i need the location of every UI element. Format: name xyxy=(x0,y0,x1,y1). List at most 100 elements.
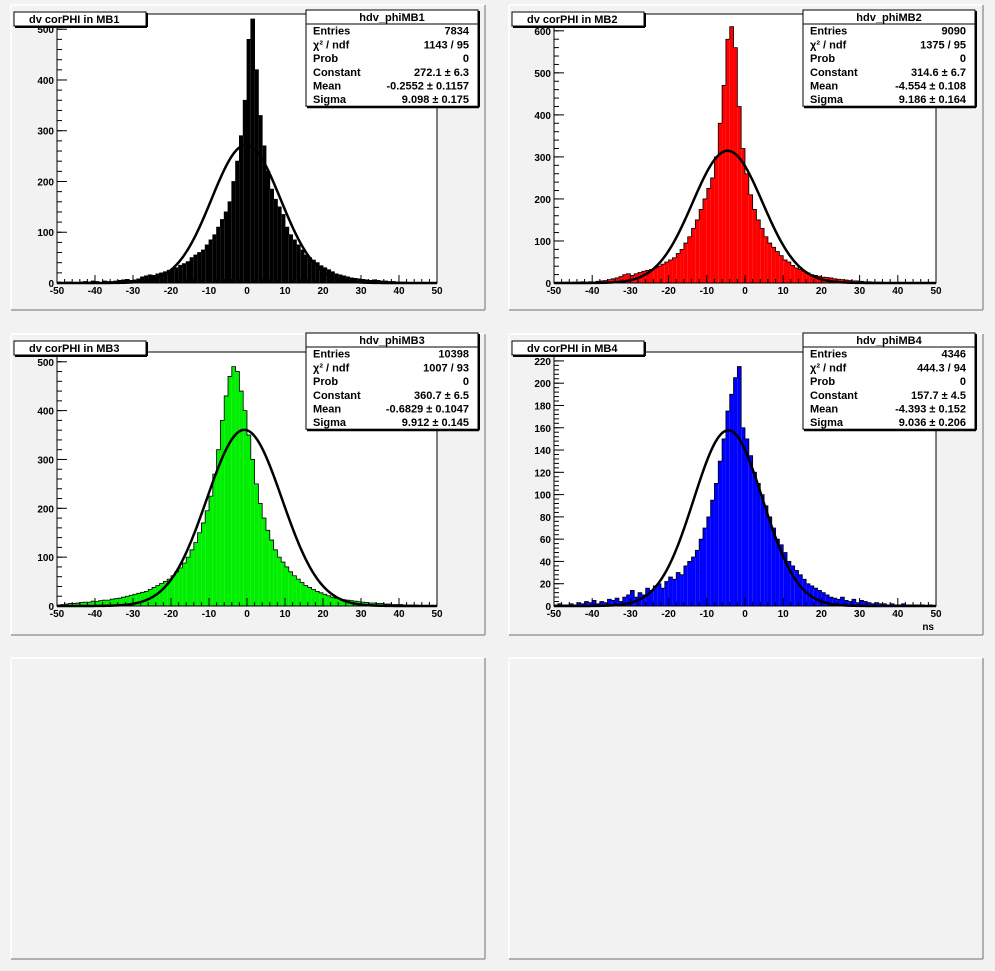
histogram-bar xyxy=(144,275,149,283)
histogram-bar xyxy=(315,262,320,283)
histogram-bar xyxy=(733,47,738,283)
histogram-bar xyxy=(95,601,99,606)
histogram-bar xyxy=(159,583,164,606)
y-tick-label: 500 xyxy=(37,358,54,369)
title-box: dv corPHI in MB2 xyxy=(511,11,646,28)
histogram-bar xyxy=(691,556,696,606)
x-tick-label: -20 xyxy=(661,609,676,620)
stats-name: hdv_phiMB2 xyxy=(856,12,921,24)
x-tick-label: 30 xyxy=(854,609,866,620)
histogram-bar xyxy=(829,597,833,606)
histogram-bar xyxy=(307,257,312,283)
histogram-bar xyxy=(714,156,719,283)
histogram-bar xyxy=(695,219,700,283)
histogram-bar xyxy=(254,69,259,283)
y-tick-label: 120 xyxy=(534,468,551,479)
histogram-bar xyxy=(288,571,293,606)
histogram-bar xyxy=(771,528,776,606)
stats-row-value: 0 xyxy=(463,53,469,65)
histogram-bar xyxy=(599,601,604,606)
stats-row-value: -0.6829 ± 0.1047 xyxy=(386,404,469,416)
stats-row-value: 9.186 ± 0.164 xyxy=(899,94,967,106)
x-tick-label: 50 xyxy=(431,609,443,620)
stats-name: hdv_phiMB3 xyxy=(359,335,424,347)
histogram-bar xyxy=(790,265,795,283)
histogram-bar xyxy=(668,259,673,283)
histogram-bar xyxy=(676,253,681,283)
histogram-bar xyxy=(832,598,837,606)
stats-row-label: Mean xyxy=(313,404,341,416)
y-tick-label: 200 xyxy=(534,379,551,390)
histogram-bar xyxy=(760,494,765,606)
histogram-bar xyxy=(250,19,255,284)
x-tick-label: 40 xyxy=(393,609,405,620)
histogram-bar xyxy=(216,449,221,606)
histogram-bar xyxy=(718,123,723,283)
stats-row-label: Sigma xyxy=(313,94,347,106)
y-tick-label: 300 xyxy=(37,455,54,466)
histogram-bar xyxy=(611,278,616,283)
x-tick-label: 30 xyxy=(355,609,367,620)
stats-row-value: -4.393 ± 0.152 xyxy=(895,404,966,416)
histogram-bar xyxy=(304,585,308,606)
y-tick-label: 200 xyxy=(37,504,54,515)
histogram-bar xyxy=(247,435,251,606)
histogram-bar xyxy=(802,271,807,283)
histogram-bar xyxy=(182,263,187,283)
stats-row-label: Prob xyxy=(313,376,338,388)
x-tick-label: 50 xyxy=(930,286,942,297)
histogram-bar xyxy=(855,602,860,606)
histogram-bar xyxy=(277,206,282,283)
histogram-bar xyxy=(231,181,236,283)
histogram-bar xyxy=(756,219,761,283)
histogram-bar xyxy=(323,267,327,283)
histogram-bar xyxy=(626,273,631,283)
histogram-bar xyxy=(258,503,263,606)
histogram-bar xyxy=(125,596,130,606)
histogram-bar xyxy=(779,255,784,283)
histogram-bar xyxy=(653,585,658,606)
stats-row-label: Entries xyxy=(810,26,847,38)
histogram-bar xyxy=(645,270,650,283)
histogram-bar xyxy=(201,522,206,606)
histogram-bar xyxy=(87,602,92,606)
chart-title: dv corPHI in MB4 xyxy=(527,343,618,355)
title-box: dv corPHI in MB1 xyxy=(13,11,148,28)
histogram-bar xyxy=(767,243,772,283)
histogram-bar xyxy=(311,260,316,283)
histogram-bar xyxy=(741,427,745,606)
histogram-bar xyxy=(224,395,228,606)
histogram-bar xyxy=(657,583,661,606)
histogram-bar xyxy=(710,177,715,283)
histogram-bar xyxy=(584,601,589,606)
stats-row-value: 1375 / 95 xyxy=(920,39,966,51)
histogram-bar xyxy=(649,269,654,283)
x-tick-label: -50 xyxy=(50,286,65,297)
stats-row-value: 444.3 / 94 xyxy=(917,362,967,374)
histogram-bar xyxy=(300,250,304,283)
x-tick-label: 30 xyxy=(355,286,367,297)
x-tick-label: 10 xyxy=(279,609,291,620)
histogram-bar xyxy=(729,26,734,283)
histogram-bar xyxy=(273,549,278,606)
histogram-bar xyxy=(745,173,749,283)
stats-box-frame xyxy=(305,9,479,107)
histogram-bar xyxy=(764,236,768,283)
stats-row-label: Sigma xyxy=(810,417,844,429)
histogram-bar xyxy=(756,483,761,606)
stats-row-label: χ² / ndf xyxy=(810,39,847,51)
x-tick-label: -10 xyxy=(202,286,217,297)
histogram-bar xyxy=(220,219,225,283)
x-tick-label: 30 xyxy=(854,286,866,297)
histogram-outline xyxy=(57,366,437,606)
y-tick-label: 20 xyxy=(540,580,552,591)
histogram-bar xyxy=(266,171,270,283)
histogram-bar xyxy=(174,267,179,283)
histogram-bar xyxy=(334,598,339,606)
histogram-bar xyxy=(228,376,232,606)
histogram-bar xyxy=(357,278,361,283)
histogram-bar xyxy=(748,194,753,283)
histogram-bar xyxy=(212,234,217,283)
histogram-bar xyxy=(102,600,107,606)
y-tick-label: 500 xyxy=(534,69,551,80)
